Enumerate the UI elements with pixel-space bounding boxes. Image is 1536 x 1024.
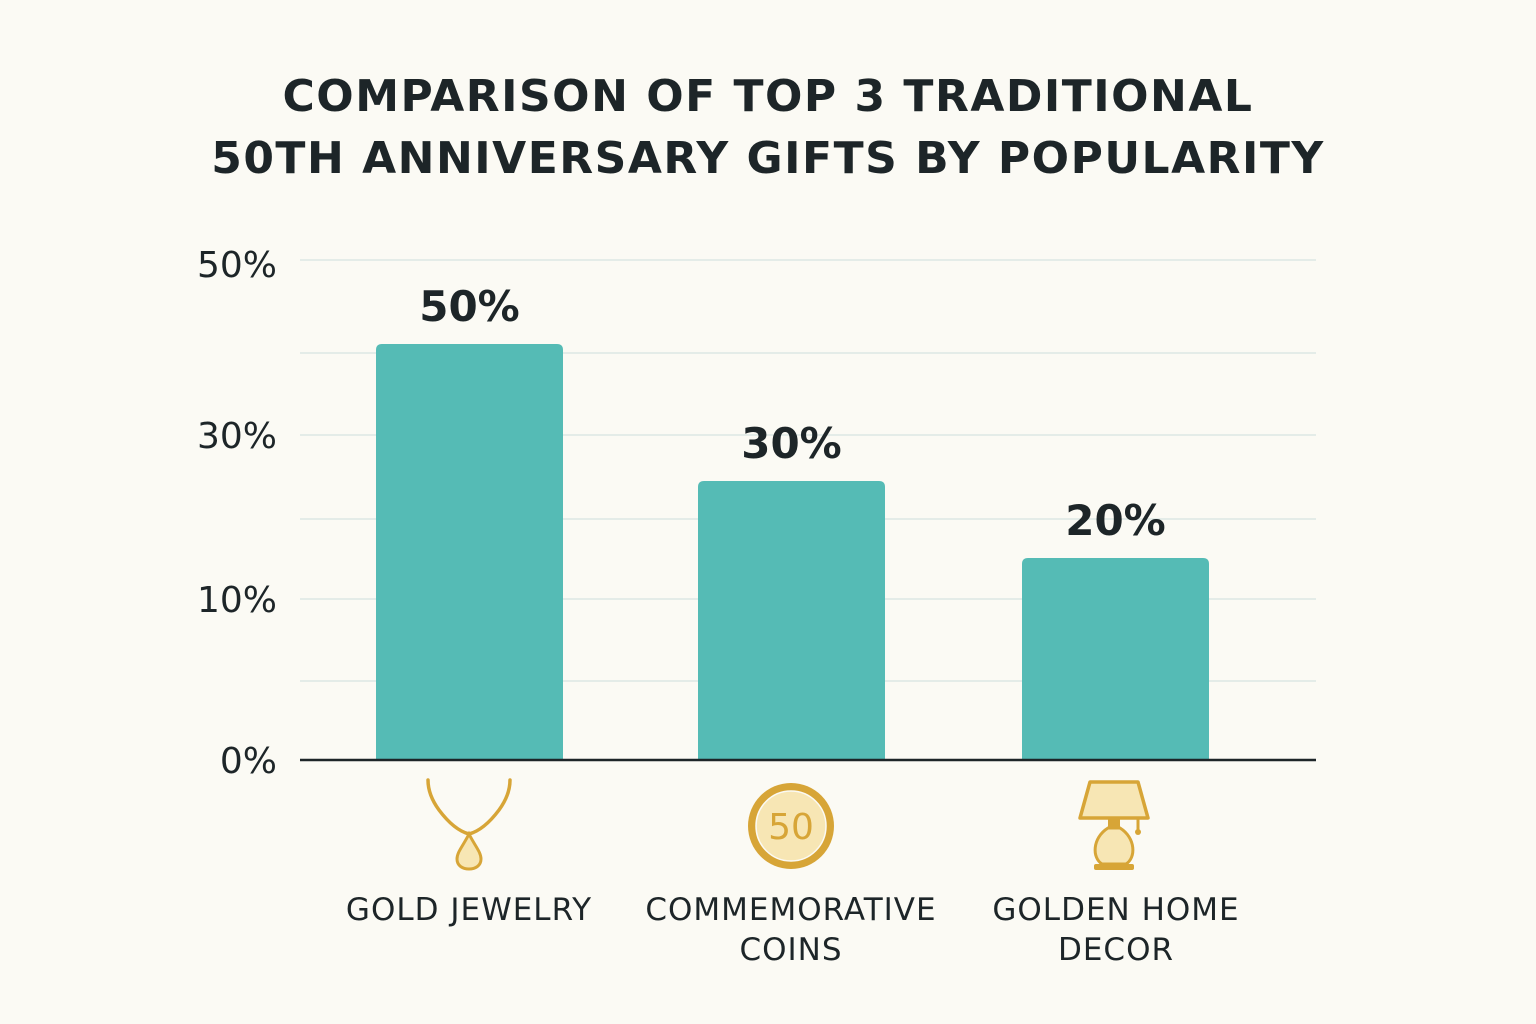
chart-title-line-2: 50TH ANNIVERSARY GIFTS BY POPULARITY <box>211 133 1325 184</box>
bar <box>376 344 563 760</box>
bar <box>698 481 885 760</box>
category-label-gold-jewelry: GOLD JEWELRY <box>345 892 593 928</box>
chart-title-line-1: COMPARISON OF TOP 3 TRADITIONAL <box>282 71 1254 122</box>
coin-icon: 50 <box>748 783 834 869</box>
y-axis-ticks: 0% 10% 30% 50% <box>197 245 277 782</box>
lamp-icon <box>1078 780 1150 870</box>
data-label: 20% <box>1065 496 1166 545</box>
category-label-commemorative-coins: COMMEMORATIVE COINS <box>645 892 937 968</box>
category-label-golden-home-decor: GOLDEN HOME DECOR <box>992 892 1240 968</box>
data-label: 30% <box>741 419 842 468</box>
y-tick-label: 10% <box>197 580 277 621</box>
necklace-icon <box>426 778 512 871</box>
bars <box>376 344 1209 760</box>
y-tick-label: 50% <box>197 245 277 286</box>
chart-title: COMPARISON OF TOP 3 TRADITIONAL 50TH ANN… <box>0 66 1536 190</box>
data-label: 50% <box>419 282 520 331</box>
bar <box>1022 558 1209 760</box>
data-labels: 50% 30% 20% <box>419 282 1166 545</box>
y-tick-label: 0% <box>220 741 277 782</box>
coin-icon-text: 50 <box>768 807 814 848</box>
y-tick-label: 30% <box>197 416 277 457</box>
